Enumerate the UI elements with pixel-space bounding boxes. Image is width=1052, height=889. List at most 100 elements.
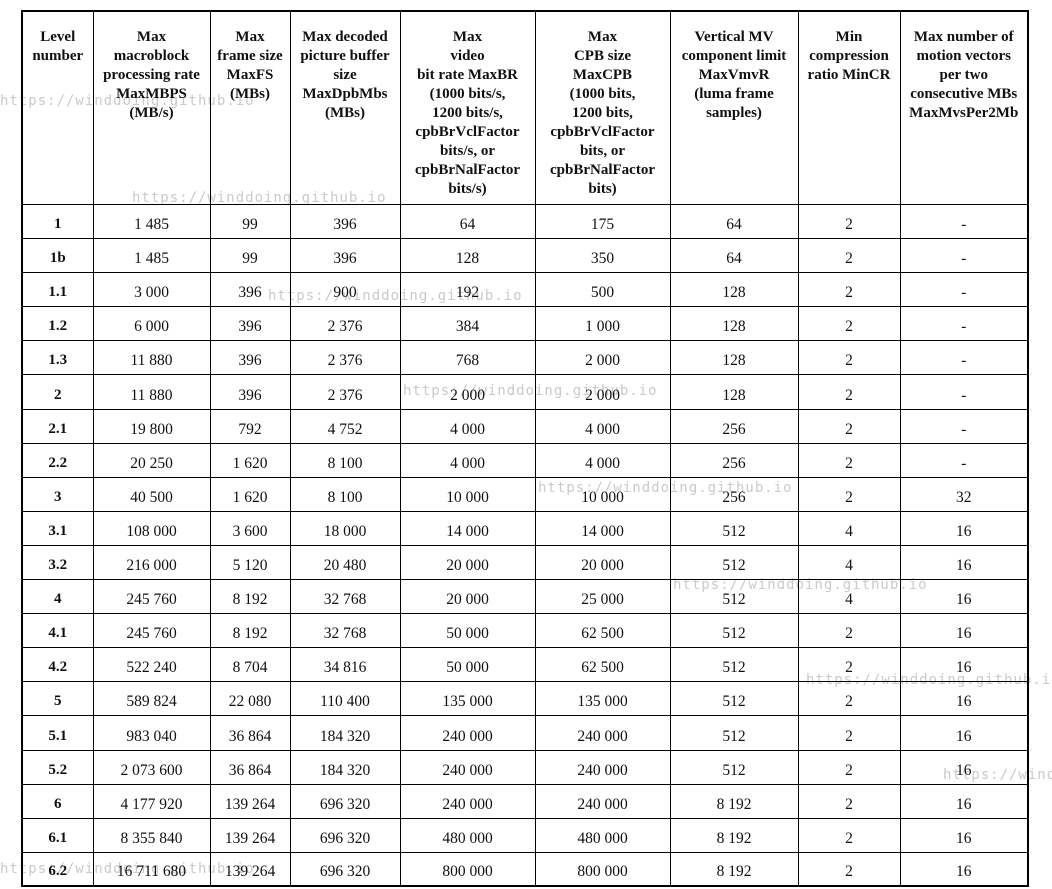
level-number-cell: 5.2 [21,749,94,785]
value-cell: 256 [669,476,799,512]
column-header-1: Max macroblock processing rate MaxMBPS (… [92,10,211,205]
level-number-cell: 2.1 [21,408,94,444]
value-cell: 20 000 [534,544,671,581]
value-cell: 2 073 600 [92,749,211,785]
table-row: 4 245 760 8 192 32 768 20 000 25 000 512 4 16 [21,579,1029,615]
table-row: 4.1 245 760 8 192 32 768 50 000 62 500 512 2 16 [21,613,1029,649]
value-cell: 900 [289,272,401,308]
value-cell: 4 [797,510,901,546]
table-row: 4.2 522 240 8 704 34 816 50 000 62 500 512 2 16 [21,647,1029,683]
value-cell: 10 000 [399,476,536,512]
value-cell: 8 192 [209,579,291,615]
value-cell: 384 [399,306,536,342]
value-cell: 16 [899,579,1029,615]
value-cell: 16 [899,613,1029,649]
value-cell: 8 355 840 [92,817,211,853]
value-cell: 4 752 [289,408,401,444]
value-cell: 20 480 [289,544,401,581]
column-header-7: Min compression ratio MinCR [797,10,901,205]
value-cell: - [899,306,1029,342]
value-cell: 16 [899,749,1029,785]
level-number-cell: 5 [21,681,94,717]
value-cell: 500 [534,272,671,308]
value-cell: 62 500 [534,647,671,683]
value-cell: 128 [669,272,799,308]
value-cell: 396 [209,272,291,308]
value-cell: 8 100 [289,476,401,512]
value-cell: 62 500 [534,613,671,649]
value-cell: 11 880 [92,340,211,376]
value-cell: 99 [209,203,291,240]
value-cell: 16 [899,851,1029,887]
value-cell: 64 [399,203,536,240]
value-cell: 6 000 [92,306,211,342]
value-cell: 2 [797,851,901,887]
value-cell: 2 [797,374,901,410]
value-cell: 8 704 [209,647,291,683]
level-number-cell: 6 [21,783,94,819]
value-cell: 3 000 [92,272,211,308]
value-cell: 1 485 [92,238,211,274]
value-cell: 522 240 [92,647,211,683]
table-row: 5 589 824 22 080 110 400 135 000 135 000 512 2 1… [21,681,1029,717]
value-cell: 1 620 [209,442,291,478]
value-cell: 3 600 [209,510,291,546]
column-header-2: Max frame size MaxFS (MBs) [209,10,291,205]
value-cell: 10 000 [534,476,671,512]
value-cell: 139 264 [209,817,291,853]
value-cell: 8 192 [669,783,799,819]
value-cell: 2 000 [534,340,671,376]
value-cell: 135 000 [399,681,536,717]
value-cell: 36 864 [209,749,291,785]
value-cell: 8 192 [209,613,291,649]
value-cell: 480 000 [534,817,671,853]
value-cell: 192 [399,272,536,308]
value-cell: 240 000 [399,783,536,819]
level-number-cell: 6.1 [21,817,94,853]
value-cell: 983 040 [92,715,211,751]
value-cell: 139 264 [209,851,291,887]
table-row: 2.2 20 250 1 620 8 100 4 000 4 000 256 2- [21,442,1029,478]
value-cell: 2 [797,783,901,819]
column-header-5: Max CPB size MaxCPB (1000 bits, 1200 bit… [534,10,671,205]
value-cell: 2 [797,340,901,376]
value-cell: 2 [797,203,901,240]
value-cell: - [899,408,1029,444]
value-cell: 2 376 [289,306,401,342]
table-row: 6.1 8 355 840 139 264 696 320 480 000 480 000… [21,817,1029,853]
table-row: 2 11 880 396 2 376 2 000 2 000 128 2- [21,374,1029,410]
level-number-cell: 2 [21,374,94,410]
value-cell: 696 320 [289,817,401,853]
value-cell: - [899,442,1029,478]
value-cell: 1 000 [534,306,671,342]
value-cell: - [899,340,1029,376]
value-cell: 396 [209,306,291,342]
value-cell: 64 [669,203,799,240]
value-cell: 135 000 [534,681,671,717]
value-cell: 2 [797,306,901,342]
value-cell: 32 768 [289,579,401,615]
level-number-cell: 1.2 [21,306,94,342]
value-cell: 128 [669,306,799,342]
value-cell: 175 [534,203,671,240]
level-number-cell: 1 [21,203,94,240]
table-row: 1.3 11 880 396 2 376 768 2 000 128 2- [21,340,1029,376]
value-cell: 512 [669,681,799,717]
value-cell: 2 [797,749,901,785]
value-cell: 16 711 680 [92,851,211,887]
value-cell: 240 000 [534,749,671,785]
value-cell: 5 120 [209,544,291,581]
value-cell: 20 000 [399,579,536,615]
value-cell: 34 816 [289,647,401,683]
value-cell: 99 [209,238,291,274]
value-cell: 512 [669,749,799,785]
level-number-cell: 3 [21,476,94,512]
table-row: 3.2 216 000 5 120 20 480 20 000 20 000 512 4 16 [21,544,1029,581]
value-cell: 108 000 [92,510,211,546]
table-row: 3 40 500 1 620 8 100 10 000 10 000 256 2 32 [21,476,1029,512]
value-cell: 8 192 [669,817,799,853]
value-cell: 8 192 [669,851,799,887]
column-header-3: Max decoded picture buffer size MaxDpbMb… [289,10,401,205]
